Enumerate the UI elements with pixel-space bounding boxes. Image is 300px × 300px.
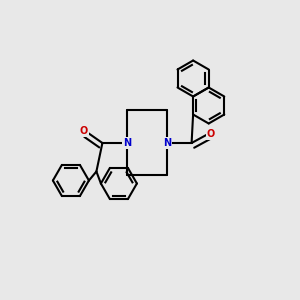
Text: N: N (163, 138, 171, 148)
Text: O: O (207, 129, 215, 139)
Text: N: N (123, 138, 131, 148)
Text: O: O (80, 126, 88, 136)
